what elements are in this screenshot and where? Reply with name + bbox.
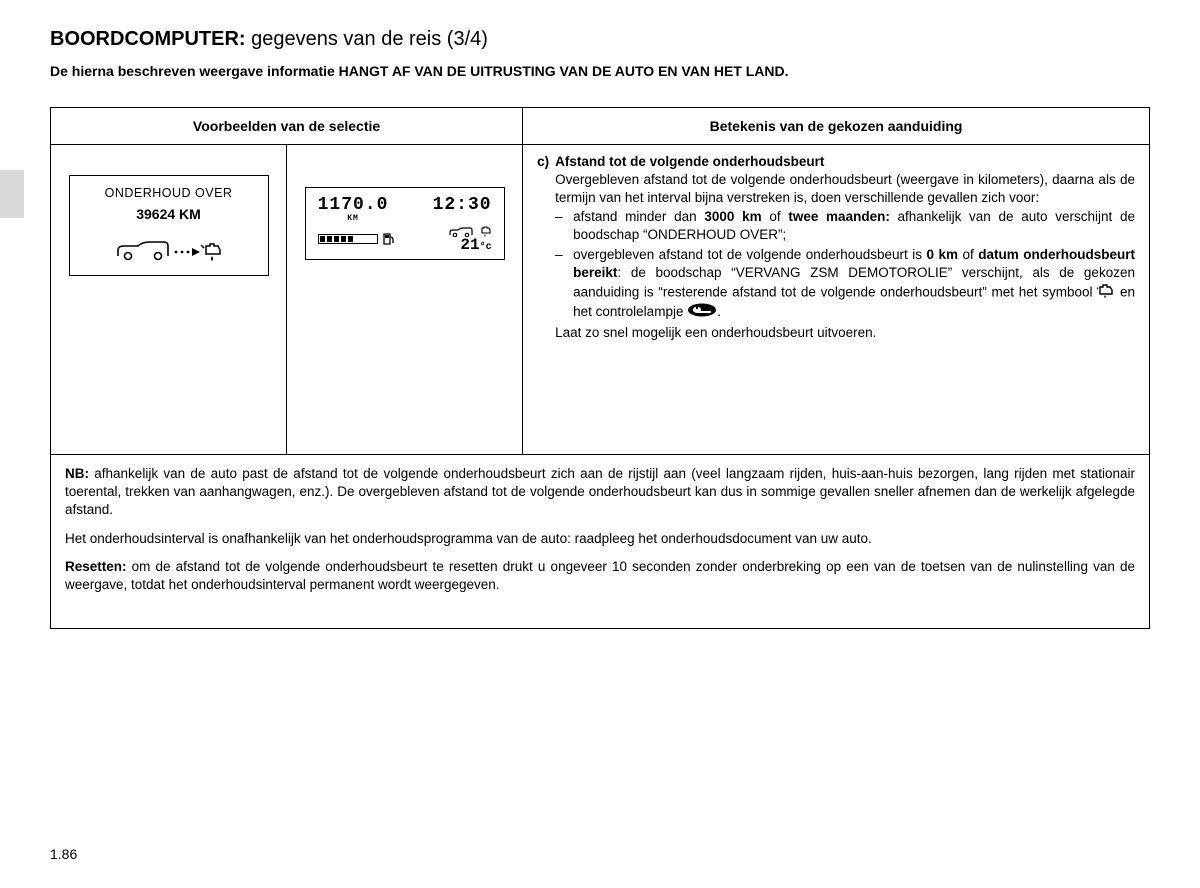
section-intro: Overgebleven afstand tot de volgende ond… xyxy=(555,171,1135,207)
display2-km: 1170.0 xyxy=(318,196,389,214)
manual-page: BOORDCOMPUTER: gegevens van de reis (3/4… xyxy=(0,0,1200,888)
oilcan-small-icon xyxy=(480,225,492,237)
b2-bold1: 0 km xyxy=(927,247,959,262)
notes-row: NB: afhankelijk van de auto past de afst… xyxy=(51,455,1149,628)
oilcan-inline-icon xyxy=(1097,283,1115,303)
table-body-row: ONDERHOUD OVER 39624 KM xyxy=(51,145,1149,455)
display-1: ONDERHOUD OVER 39624 KM xyxy=(69,175,269,276)
bullet-2: overgebleven afstand tot de volgende ond… xyxy=(573,246,1135,322)
page-number: 1.86 xyxy=(50,846,77,862)
fuel-pump-icon xyxy=(382,232,394,246)
bullet-1: afstand minder dan 3000 km of twee maand… xyxy=(573,208,1135,244)
page-title: BOORDCOMPUTER: gegevens van de reis (3/4… xyxy=(50,28,1150,51)
display1-iconrow xyxy=(76,236,262,267)
nb-text: afhankelijk van de auto past de afstand … xyxy=(65,466,1135,517)
section-heading: Afstand tot de volgende onderhoudsbeurt xyxy=(555,153,1135,171)
display1-line1: ONDERHOUD OVER xyxy=(76,186,262,200)
note-reset: Resetten: om de afstand tot de volgende … xyxy=(65,558,1135,594)
b1-bold2: twee maanden: xyxy=(788,209,890,224)
b1-mid: of xyxy=(762,209,789,224)
b1-pre: afstand minder dan xyxy=(573,209,704,224)
examples-column: ONDERHOUD OVER 39624 KM xyxy=(51,145,523,454)
meaning-column: c) Afstand tot de volgende onderhoudsbeu… xyxy=(523,145,1149,454)
subtitle: De hierna beschreven weergave informatie… xyxy=(50,63,1150,79)
display1-line2: 39624 KM xyxy=(76,206,262,222)
display2-temp: 21 xyxy=(460,236,479,254)
example-display-2-cell: 1170.0 KM 12:30 xyxy=(287,145,523,454)
section-letter: c) xyxy=(537,153,549,342)
nb-label: NB: xyxy=(65,466,89,481)
wrench-lamp-icon xyxy=(687,303,717,322)
temp-block: 21°c xyxy=(448,225,492,253)
note-nb: NB: afhankelijk van de auto past de afst… xyxy=(65,465,1135,520)
header-right: Betekenis van de gekozen aanduiding xyxy=(523,108,1149,144)
header-left: Voorbeelden van de selectie xyxy=(51,108,523,144)
content-table: Voorbeelden van de selectie Betekenis va… xyxy=(50,107,1150,629)
table-header-row: Voorbeelden van de selectie Betekenis va… xyxy=(51,108,1149,145)
b2-post3: . xyxy=(717,304,721,319)
b2-mid: of xyxy=(958,247,978,262)
note-p2: Het onderhoudsinterval is onafhankelijk … xyxy=(65,530,1135,548)
b2-post1: : de boodschap “VERVANG ZSM DEMOTOROLIE”… xyxy=(573,265,1135,299)
reset-label: Resetten: xyxy=(65,559,127,574)
car-to-oilcan-icon xyxy=(114,236,224,262)
fuel-bar-icon xyxy=(318,234,378,244)
section-closing: Laat zo snel mogelijk een onderhoudsbeur… xyxy=(555,324,1135,342)
km-block: 1170.0 KM xyxy=(318,196,389,223)
b2-pre: overgebleven afstand tot de volgende ond… xyxy=(573,247,926,262)
display2-temp-unit: °c xyxy=(480,242,492,253)
title-bold: BOORDCOMPUTER: xyxy=(50,28,246,50)
side-tab xyxy=(0,170,24,218)
display-2: 1170.0 KM 12:30 xyxy=(305,187,505,260)
title-rest: gegevens van de reis (3/4) xyxy=(246,28,488,50)
display2-km-label: KM xyxy=(318,214,389,223)
fuel-gauge xyxy=(318,232,394,246)
reset-text: om de afstand tot de volgende onderhouds… xyxy=(65,559,1135,592)
b1-bold1: 3000 km xyxy=(704,209,761,224)
display2-clock: 12:30 xyxy=(433,196,492,214)
example-display-1-cell: ONDERHOUD OVER 39624 KM xyxy=(51,145,287,454)
bullet-list: afstand minder dan 3000 km of twee maand… xyxy=(555,208,1135,322)
